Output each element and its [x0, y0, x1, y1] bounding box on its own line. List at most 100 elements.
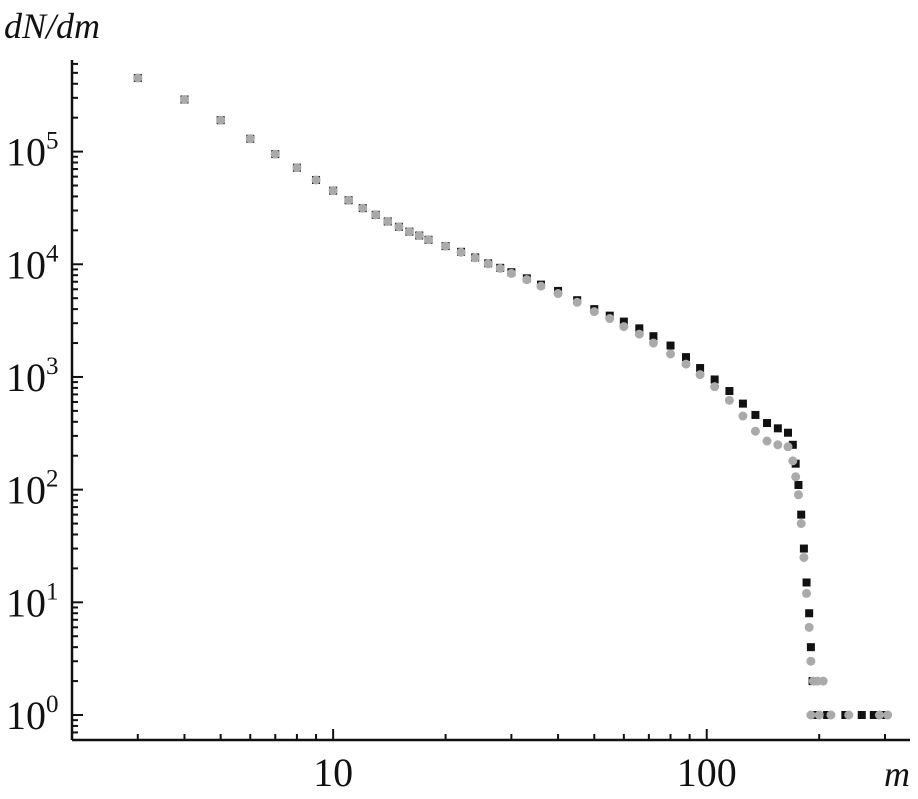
- data-point-circle: [804, 622, 814, 632]
- data-series: [133, 73, 893, 720]
- data-point-circle: [874, 710, 884, 720]
- data-point-square: [763, 419, 772, 428]
- data-point-square: [806, 643, 815, 652]
- data-point-square: [802, 578, 811, 587]
- data-point-circle: [483, 259, 493, 269]
- data-point-circle: [844, 710, 854, 720]
- data-point-circle: [394, 222, 404, 232]
- data-point-circle: [328, 186, 338, 196]
- data-point-circle: [791, 472, 801, 482]
- data-point-circle: [553, 289, 563, 299]
- y-axis-title: dN/dm: [4, 6, 100, 46]
- data-point-circle: [506, 268, 516, 278]
- data-point-circle: [270, 149, 280, 159]
- series-2: [133, 73, 893, 720]
- y-tick-label: 100: [6, 691, 59, 738]
- data-point-circle: [710, 382, 720, 392]
- y-tick-label: 104: [6, 240, 59, 287]
- data-point-circle: [441, 241, 451, 251]
- data-point-square: [773, 424, 782, 433]
- data-point-square: [710, 375, 719, 384]
- y-tick-label: 102: [6, 466, 59, 513]
- data-point-circle: [383, 216, 393, 226]
- y-tick-label-exponent: 2: [46, 466, 59, 493]
- data-point-circle: [179, 94, 189, 104]
- y-tick-label-base: 10: [6, 242, 46, 287]
- data-point-square: [794, 480, 803, 489]
- data-point-square: [619, 317, 628, 326]
- data-point-circle: [648, 338, 658, 348]
- data-point-square: [738, 399, 747, 408]
- x-axis-title: m: [884, 754, 910, 794]
- y-tick-label-exponent: 3: [46, 353, 59, 380]
- data-point-square: [788, 440, 797, 449]
- data-point-circle: [826, 710, 836, 720]
- data-point-circle: [806, 710, 816, 720]
- data-point-square: [751, 410, 760, 419]
- x-tick-label: 100: [677, 750, 737, 795]
- data-point-circle: [762, 436, 772, 446]
- data-point-circle: [814, 710, 824, 720]
- series-1: [133, 73, 889, 720]
- data-point-circle: [788, 456, 798, 466]
- data-point-square: [857, 711, 866, 720]
- y-tick-label-base: 10: [6, 580, 46, 625]
- data-point-circle: [133, 73, 143, 83]
- data-point-circle: [424, 235, 434, 245]
- data-point-square: [696, 364, 705, 373]
- y-tick-label-exponent: 0: [46, 691, 59, 718]
- data-point-circle: [738, 411, 748, 421]
- data-point-square: [805, 609, 814, 618]
- data-point-square: [725, 387, 734, 396]
- data-point-circle: [470, 253, 480, 263]
- data-point-circle: [750, 426, 760, 436]
- data-point-circle: [456, 247, 466, 257]
- y-tick-label-base: 10: [6, 468, 46, 513]
- data-point-circle: [818, 676, 828, 686]
- data-point-circle: [619, 322, 629, 332]
- data-point-square: [869, 711, 878, 720]
- y-tick-label: 103: [6, 353, 59, 400]
- data-point-circle: [724, 395, 734, 405]
- data-point-square: [666, 341, 675, 350]
- data-point-square: [635, 324, 644, 333]
- data-point-circle: [695, 370, 705, 380]
- data-point-circle: [605, 314, 615, 324]
- data-point-square: [649, 332, 658, 341]
- y-tick-label: 101: [6, 578, 59, 625]
- y-tick-label-exponent: 5: [46, 128, 59, 155]
- data-point-circle: [773, 440, 783, 450]
- data-point-circle: [796, 519, 806, 529]
- y-tick-label-base: 10: [6, 355, 46, 400]
- x-axis-ticks: 10 100: [71, 729, 886, 795]
- y-tick-label: 105: [6, 128, 59, 175]
- data-point-square: [799, 544, 808, 553]
- data-point-circle: [883, 710, 893, 720]
- data-point-circle: [522, 275, 532, 285]
- data-point-circle: [292, 163, 302, 173]
- data-point-circle: [666, 349, 676, 359]
- data-point-circle: [793, 490, 803, 500]
- data-point-circle: [216, 115, 226, 125]
- data-point-circle: [245, 134, 255, 144]
- data-point-circle: [344, 195, 354, 205]
- y-tick-label-exponent: 4: [46, 240, 59, 267]
- data-point-square: [783, 428, 792, 437]
- data-point-circle: [572, 297, 582, 307]
- data-point-circle: [806, 656, 816, 666]
- data-point-circle: [589, 307, 599, 317]
- data-point-circle: [404, 227, 414, 237]
- data-point-circle: [783, 442, 793, 452]
- y-tick-label-exponent: 1: [46, 578, 59, 605]
- data-point-circle: [311, 175, 321, 185]
- y-tick-label-base: 10: [6, 130, 46, 175]
- data-point-circle: [634, 329, 644, 339]
- data-point-square: [681, 353, 690, 362]
- data-point-circle: [536, 281, 546, 291]
- x-tick-label: 10: [313, 750, 353, 795]
- data-point-circle: [495, 263, 505, 273]
- data-point-circle: [371, 210, 381, 220]
